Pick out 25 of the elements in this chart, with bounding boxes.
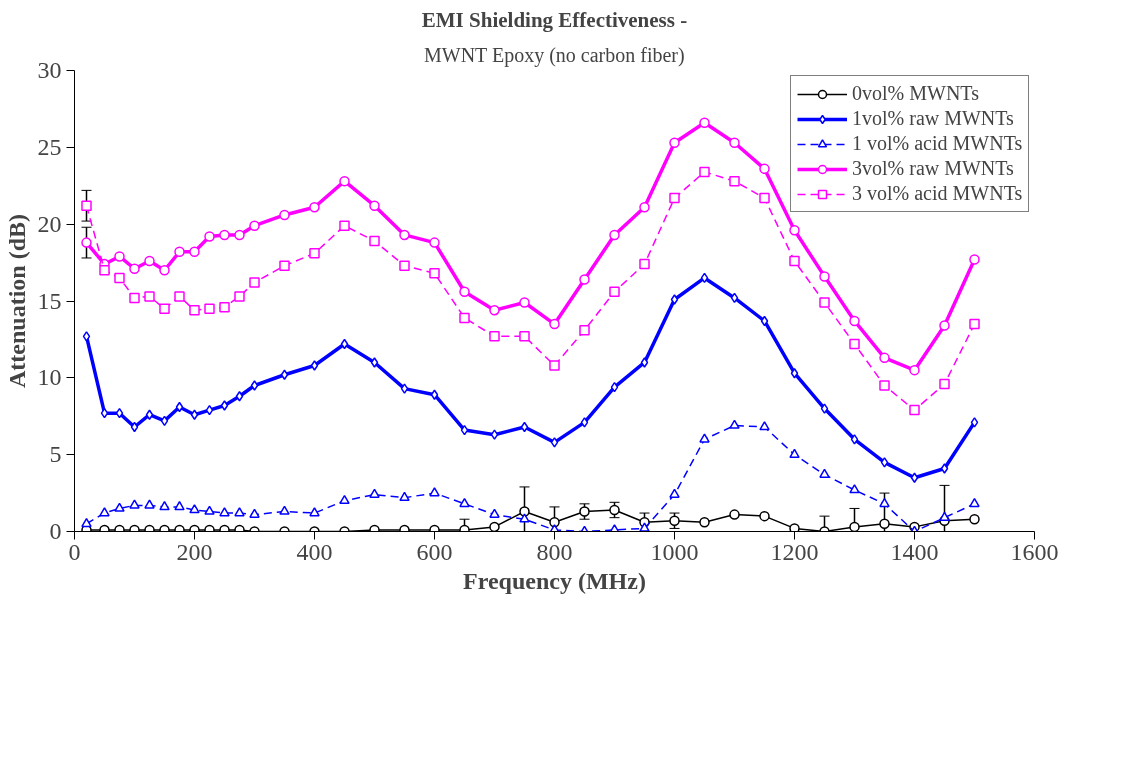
legend-label: 0vol% MWNTs: [852, 82, 979, 105]
x-tick-label: 200: [176, 538, 213, 565]
legend-label: 1vol% raw MWNTs: [852, 107, 1014, 130]
x-tick-label: 1600: [1010, 538, 1059, 565]
y-tick-label: 20: [37, 210, 62, 237]
x-axis-title: Frequency (MHz): [463, 567, 646, 594]
y-tick-label: 15: [37, 287, 62, 314]
legend-label: 3 vol% acid MWNTs: [852, 182, 1023, 205]
y-tick-label: 30: [37, 57, 62, 83]
x-tick-label: 1200: [770, 538, 819, 565]
x-tick-label: 1400: [890, 538, 939, 565]
x-tick-label: 800: [536, 538, 573, 565]
legend-label: 3vol% raw MWNTs: [852, 157, 1014, 180]
x-tick-label: 1000: [650, 538, 699, 565]
y-tick-label: 5: [49, 441, 62, 468]
x-tick-label: 600: [416, 538, 453, 565]
y-tick-label: 0: [49, 518, 62, 544]
y-axis-title: Attenuation (dB): [3, 213, 30, 389]
x-tick-label: 400: [296, 538, 333, 565]
chart-title: EMI Shielding Effectiveness -: [421, 7, 688, 32]
x-tick-label: 0: [68, 538, 81, 565]
chart-subtitle: MWNT Epoxy (no carbon fiber): [423, 43, 685, 67]
y-tick-label: 10: [37, 364, 62, 391]
y-tick-label: 25: [37, 133, 62, 160]
legend-label: 1 vol% acid MWNTs: [852, 132, 1023, 155]
